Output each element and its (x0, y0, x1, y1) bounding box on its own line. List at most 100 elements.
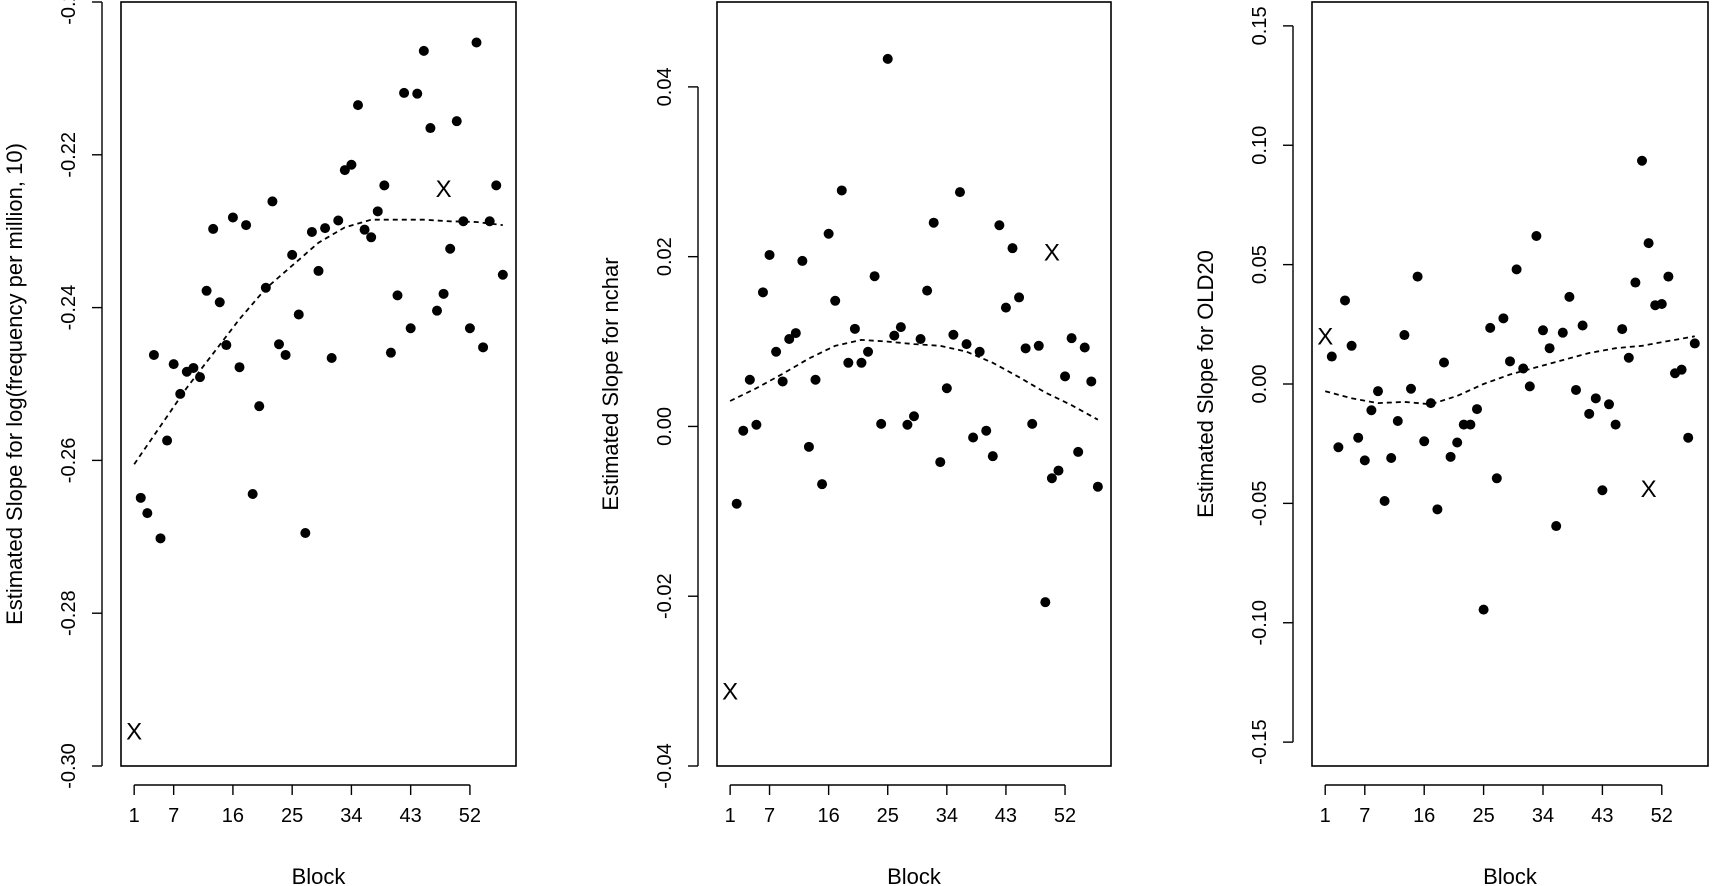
data-point (1505, 356, 1515, 367)
x-marker: X (436, 176, 452, 203)
data-point (1027, 418, 1038, 429)
data-point (1637, 155, 1647, 166)
data-point (1392, 416, 1403, 427)
data-point (1066, 333, 1077, 344)
data-point (227, 212, 238, 223)
data-point (385, 347, 396, 358)
data-point (392, 290, 403, 301)
data-point (438, 288, 449, 299)
plot-frame (120, 1, 517, 767)
y-tick-label: -0.05 (1249, 481, 1271, 527)
x-tick-label: 43 (1591, 805, 1613, 827)
data-point (994, 220, 1005, 231)
y-axis-title: Estimated Slope for log(frequency per mi… (2, 143, 27, 625)
data-point (1425, 398, 1436, 409)
data-point (771, 346, 782, 357)
data-point (1689, 338, 1700, 349)
plot-frame (1311, 1, 1709, 767)
data-point (432, 305, 442, 316)
data-point (1683, 432, 1694, 443)
data-point (1557, 327, 1568, 338)
data-point (188, 362, 199, 373)
data-point (1000, 302, 1011, 313)
data-point (731, 498, 742, 509)
data-point (1491, 473, 1502, 484)
y-tick-label: 0.00 (1249, 365, 1271, 404)
data-point (247, 489, 258, 500)
x-marker: X (1641, 476, 1657, 503)
y-tick-label: -0.15 (1249, 719, 1271, 765)
data-point (254, 401, 265, 412)
trend-line (729, 338, 1099, 421)
data-point (902, 419, 913, 430)
data-point (1676, 364, 1687, 375)
x-tick-label: 16 (1413, 805, 1435, 827)
y-axis-title: Estimated Slope for nchar (598, 257, 623, 510)
data-point (751, 419, 762, 430)
data-point (1465, 419, 1476, 430)
x-tick-label: 43 (995, 805, 1017, 827)
x-tick-label: 34 (1532, 805, 1554, 827)
data-point (372, 206, 383, 217)
data-point (168, 359, 179, 370)
data-point (464, 323, 475, 334)
x-tick-label: 7 (168, 805, 179, 827)
data-point (1584, 408, 1595, 419)
trend-line (1324, 335, 1695, 406)
data-point (366, 232, 377, 243)
y-tick-label: -0.26 (58, 438, 80, 484)
data-point (293, 309, 304, 320)
data-point (1053, 465, 1064, 476)
panel-old20: 1 7 16 25 34 43 52 -0.15 -0.10 -0.05 0.00 0.05 0.10 0… (1193, 1, 1709, 886)
data-point (267, 196, 278, 207)
x-tick-label: 25 (281, 805, 303, 827)
data-point (1472, 404, 1482, 415)
data-point (1040, 597, 1051, 608)
data-point (790, 328, 801, 339)
x-tick-label: 43 (400, 805, 422, 827)
data-point (399, 87, 410, 98)
data-point (175, 388, 186, 399)
x-axis-title: Block (887, 864, 942, 886)
data-point (1359, 455, 1370, 466)
data-point (484, 216, 495, 227)
y-tick-label: -0.28 (58, 590, 80, 636)
data-point (1060, 371, 1071, 382)
data-point (836, 185, 847, 196)
y-tick-label: -0.22 (58, 132, 80, 178)
data-point (445, 243, 456, 254)
data-point (1590, 393, 1601, 404)
data-point (497, 269, 508, 280)
y-tick-label: -0.20 (58, 0, 80, 25)
x-tick-label: 52 (459, 805, 481, 827)
x-axis-title: Block (292, 864, 347, 886)
data-point (876, 418, 887, 429)
data-point (1643, 238, 1654, 249)
x-tick-label: 1 (1320, 805, 1331, 827)
data-point (300, 527, 311, 538)
data-point (1020, 343, 1031, 354)
x-tick-label: 16 (818, 805, 840, 827)
y-tick-label: 0.02 (654, 237, 676, 276)
y-tick-label: 0.15 (1249, 6, 1271, 45)
data-point (1511, 264, 1522, 275)
data-point (1406, 383, 1416, 394)
data-point (1014, 292, 1025, 303)
data-point (1623, 352, 1634, 363)
data-point (471, 37, 482, 48)
x-marker: X (126, 719, 142, 746)
data-point (935, 457, 946, 468)
data-point (142, 508, 153, 519)
data-point (909, 411, 919, 422)
data-point (148, 349, 159, 360)
data-point (797, 255, 808, 266)
x-marker: X (722, 678, 738, 705)
data-point (981, 425, 992, 436)
data-point (757, 287, 768, 298)
data-point (326, 353, 337, 364)
data-point (948, 329, 959, 340)
data-point (1326, 351, 1337, 362)
data-point (1379, 495, 1390, 506)
y-tick-label: -0.10 (1249, 600, 1271, 646)
data-point (738, 425, 749, 436)
